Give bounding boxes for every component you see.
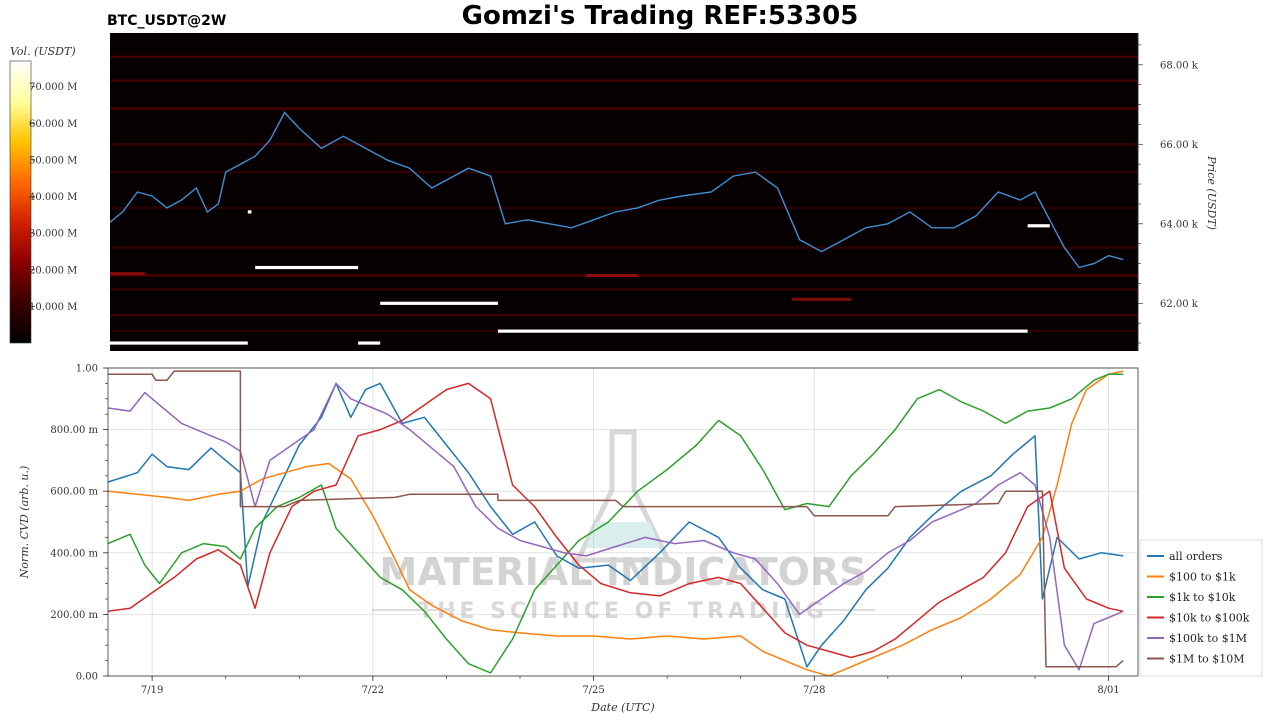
cvd-series-line [108,370,1124,668]
cvd-y-tick-label: 800.00 m [50,425,98,436]
heatmap-level [110,55,1138,59]
cvd-y-ticks: 0.00 200.00 m 400.00 m 600.00 m 800.00 m 1.00 [50,364,108,683]
heatmap-bright-level [358,341,381,345]
legend-label: $100 to $1k [1169,571,1236,584]
cvd-x-tick-label: 8/01 [1097,685,1119,696]
heatmap-background [110,33,1138,351]
heatmap-level [110,107,1138,110]
legend: all orders $100 to $1k $1k to $10k $10k to … [1139,539,1263,677]
legend-box [1139,539,1263,677]
colorbar-scale [9,60,32,344]
colorbar-ticks: 10.000 M 20.000 M 30.000 M 40.000 M 50.000 M… [29,82,77,313]
price-axis-label: Price (USDT) [1205,155,1218,230]
cvd-panel: MATERIAL INDICATORS THE SCIENCE OF TRADI… [18,364,1263,714]
cvd-series-line [108,373,1124,674]
heatmap-bright-level [255,265,359,270]
price-tick-label: 66.00 k [1160,140,1199,151]
symbol-label: BTC_USDT@2W [107,13,226,29]
heatmap-bright-level [380,301,498,305]
colorbar-tick-label: 50.000 M [29,155,77,166]
heatmap-level [110,288,1138,291]
colorbar-label: Vol. (USDT) [10,45,76,58]
cvd-y-tick-label: 600.00 m [50,487,98,498]
legend-label: $1M to $10M [1169,653,1245,666]
price-tick-label: 62.00 k [1160,299,1199,310]
heatmap-level [110,79,1138,82]
cvd-x-tick-label: 7/19 [141,685,163,696]
colorbar-tick-label: 70.000 M [29,82,77,93]
chart-title: Gomzi's Trading REF:53305 [462,1,859,31]
heatmap-level [110,246,1138,249]
cvd-y-tick-label: 1.00 [76,364,98,375]
cvd-series-line [108,370,1124,676]
cvd-y-label: Norm. CVD (arb. u.) [18,466,31,580]
heatmap-level [110,143,1138,146]
heatmap-cluster [110,271,145,275]
heatmap-cluster [792,297,852,301]
heatmap-level [110,206,1138,210]
colorbar-tick-label: 40.000 M [29,192,77,203]
heatmap-bright-level [1027,224,1050,228]
cvd-series [108,370,1124,676]
price-tick-label: 64.00 k [1160,219,1199,230]
heatmap-bright-level [497,329,1028,333]
cvd-x-tick-label: 7/22 [362,685,384,696]
heatmap-cluster [586,273,638,277]
cvd-x-label: Date (UTC) [590,701,654,714]
heatmap-bright-level [110,341,248,345]
cvd-series-line [108,382,1124,671]
heatmap-bright-level [247,210,252,214]
cvd-x-tick-label: 7/25 [582,685,604,696]
colorbar-tick-label: 20.000 M [29,265,77,276]
watermark-subtitle: THE SCIENCE OF TRADING [418,599,828,624]
colorbar: Vol. (USDT) 10.000 M 20.000 M 30.000 M 40.0… [9,45,77,344]
price-line [110,111,1124,269]
heatmap-level [110,314,1138,317]
cvd-series-line [108,382,1124,668]
legend-label: $10k to $100k [1169,612,1250,625]
heatmap-level [110,170,1138,174]
legend-label: $100k to $1M [1169,632,1247,645]
heatmap-bright-levels [110,210,1050,345]
legend-label: $1k to $10k [1169,591,1236,604]
cvd-y-tick-label: 200.00 m [50,610,98,621]
legend-label: all orders [1169,550,1223,563]
legend-items: all orders $100 to $1k $1k to $10k $10k to … [1147,550,1250,666]
cvd-background [108,368,1138,676]
cvd-series-line [108,382,1124,659]
colorbar-tick-label: 60.000 M [29,119,77,130]
cvd-y-tick-label: 0.00 [76,672,98,683]
watermark: MATERIAL INDICATORS THE SCIENCE OF TRADI… [372,429,875,624]
price-axis-ticks: 62.00 k 64.00 k 66.00 k 68.00 k [1138,44,1199,344]
cvd-x-tick-label: 7/28 [803,685,825,696]
flask-liquid-icon [586,522,660,548]
watermark-title: MATERIAL INDICATORS [379,550,866,594]
price-tick-label: 68.00 k [1160,60,1199,71]
flask-icon [574,429,672,563]
colorbar-tick-label: 30.000 M [29,229,77,240]
colorbar-tick-label: 10.000 M [29,302,77,313]
cvd-y-tick-label: 400.00 m [50,548,98,559]
heatmap-panel: 62.00 k 64.00 k 66.00 k 68.00 k Price (USDT… [110,33,1218,351]
cvd-x-ticks: 7/19 7/22 7/25 7/28 8/01 [141,676,1120,696]
